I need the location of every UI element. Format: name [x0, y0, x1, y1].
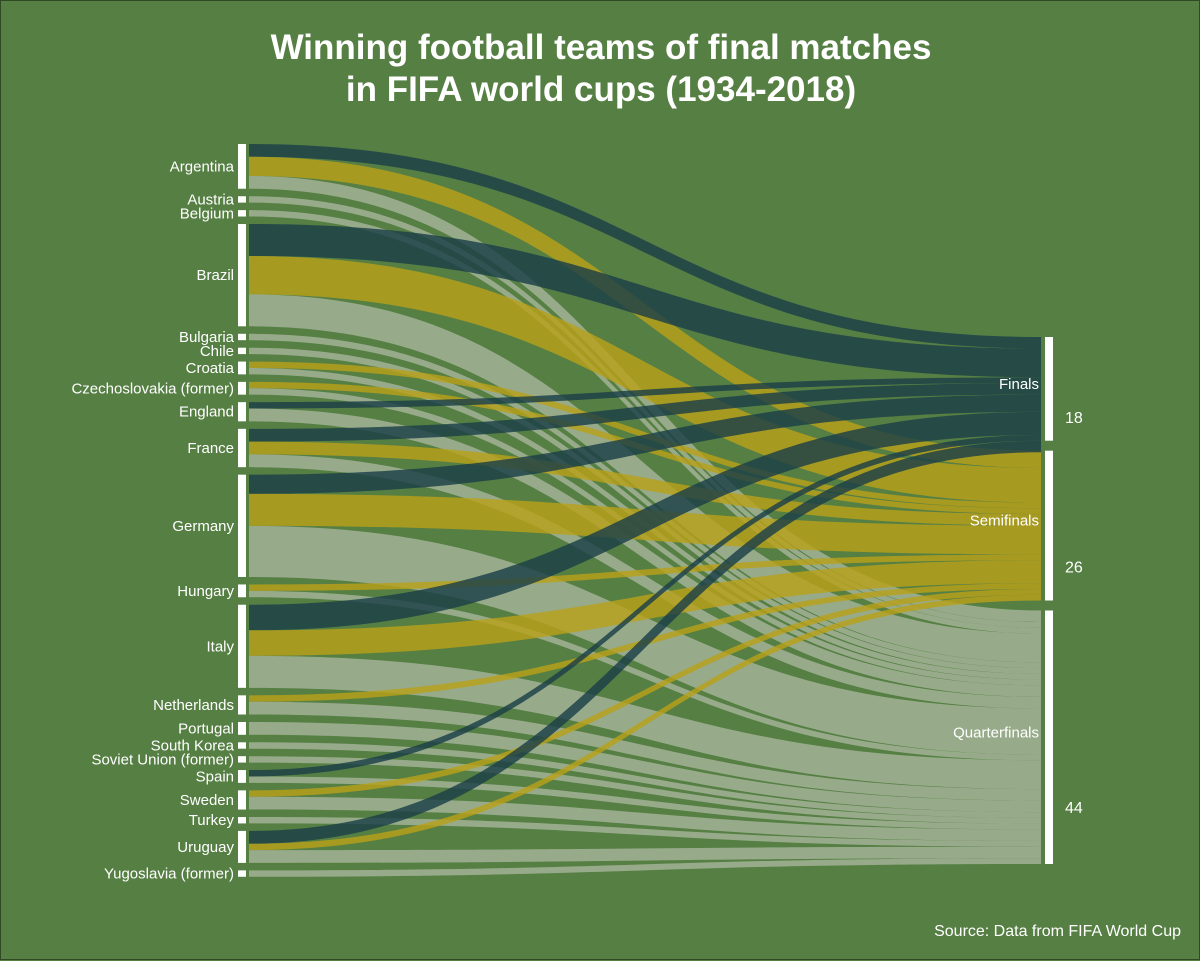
team-label-czechoslovakia-former: Czechoslovakia (former): [71, 380, 234, 397]
team-label-chile: Chile: [200, 343, 234, 360]
team-label-south-korea: South Korea: [151, 737, 235, 754]
link-argentina-finals: [249, 144, 1041, 349]
link-portugal-quarterfinals: [249, 722, 1041, 813]
node-czechoslovakia-former: [238, 381, 246, 395]
link-uruguay-semifinals: [249, 594, 1041, 851]
link-england-quarterfinals: [249, 408, 1041, 697]
sankey-links: [249, 144, 1041, 877]
team-label-austria: Austria: [187, 191, 234, 208]
team-label-bulgaria: Bulgaria: [179, 329, 235, 346]
node-spain: [238, 770, 246, 783]
source-note: Source: Data from FIFA World Cup: [934, 923, 1181, 940]
node-turkey: [238, 817, 246, 824]
team-label-france: France: [187, 440, 234, 457]
team-label-spain: Spain: [196, 768, 234, 785]
team-label-sweden: Sweden: [180, 792, 234, 809]
link-bulgaria-quarterfinals: [249, 333, 1041, 669]
node-germany: [238, 474, 246, 577]
link-netherlands-quarterfinals: [249, 701, 1041, 801]
node-hungary: [238, 584, 246, 598]
stage-total-finals: 18: [1065, 410, 1083, 427]
node-uruguay: [238, 830, 246, 863]
link-uruguay-finals: [249, 440, 1041, 844]
node-bulgaria: [238, 333, 246, 341]
link-yugoslavia-former-quarterfinals: [249, 858, 1041, 877]
team-label-england: England: [179, 404, 234, 421]
link-germany-finals: [249, 394, 1041, 494]
link-england-finals: [249, 377, 1041, 409]
team-label-croatia: Croatia: [186, 360, 235, 377]
stage-total-quarterfinals: 44: [1065, 800, 1083, 817]
team-label-argentina: Argentina: [170, 158, 235, 175]
link-france-quarterfinals: [249, 454, 1041, 709]
chart-title: Winning football teams of final matches …: [1, 27, 1200, 111]
node-england: [238, 402, 246, 422]
team-label-belgium: Belgium: [180, 205, 234, 222]
node-argentina: [238, 144, 246, 189]
link-hungary-semifinals: [249, 554, 1041, 591]
link-belgium-quarterfinals: [249, 210, 1041, 634]
node-finals: [1045, 337, 1053, 441]
node-croatia: [238, 361, 246, 375]
sankey-nodes: [238, 144, 1053, 877]
node-chile: [238, 347, 246, 355]
team-label-uruguay: Uruguay: [177, 839, 234, 856]
link-italy-finals: [249, 411, 1041, 631]
team-label-hungary: Hungary: [177, 583, 234, 600]
link-turkey-quarterfinals: [249, 817, 1041, 847]
team-label-portugal: Portugal: [178, 720, 234, 737]
link-spain-finals: [249, 434, 1041, 777]
node-belgium: [238, 210, 246, 217]
node-italy: [238, 604, 246, 688]
chart-title-line-1: Winning football teams of final matches: [270, 28, 932, 67]
team-label-yugoslavia-former: Yugoslavia (former): [104, 866, 234, 883]
node-portugal: [238, 722, 246, 735]
team-label-soviet-union-former: Soviet Union (former): [91, 751, 234, 768]
node-france: [238, 428, 246, 468]
node-austria: [238, 196, 246, 203]
node-brazil: [238, 224, 246, 327]
link-uruguay-quarterfinals: [249, 846, 1041, 863]
node-yugoslavia-former: [238, 870, 246, 877]
stage-label-finals: Finals: [999, 376, 1039, 393]
chart-title-line-2: in FIFA world cups (1934-2018): [345, 70, 857, 109]
link-south-korea-quarterfinals: [249, 742, 1041, 818]
node-netherlands: [238, 695, 246, 715]
stage-label-quarterfinals: Quarterfinals: [953, 724, 1039, 741]
stage-total-semifinals: 26: [1065, 560, 1083, 577]
link-sweden-semifinals: [249, 588, 1041, 797]
link-france-semifinals: [249, 441, 1041, 526]
team-label-germany: Germany: [172, 518, 234, 535]
stage-label-semifinals: Semifinals: [970, 513, 1039, 530]
node-south-korea: [238, 742, 246, 749]
link-brazil-finals: [249, 224, 1041, 378]
node-quarterfinals: [1045, 610, 1053, 864]
node-sweden: [238, 790, 246, 810]
team-label-netherlands: Netherlands: [153, 697, 234, 714]
link-soviet-union-former-quarterfinals: [249, 756, 1041, 824]
link-spain-quarterfinals: [249, 776, 1041, 830]
link-hungary-quarterfinals: [249, 590, 1041, 761]
link-argentina-quarterfinals: [249, 175, 1041, 623]
team-label-brazil: Brazil: [196, 267, 234, 284]
link-brazil-semifinals: [249, 255, 1041, 503]
link-france-finals: [249, 383, 1041, 442]
link-sweden-quarterfinals: [249, 796, 1041, 841]
team-label-italy: Italy: [206, 638, 234, 655]
node-semifinals: [1045, 450, 1053, 601]
team-label-turkey: Turkey: [189, 812, 235, 829]
node-soviet-union-former: [238, 756, 246, 763]
